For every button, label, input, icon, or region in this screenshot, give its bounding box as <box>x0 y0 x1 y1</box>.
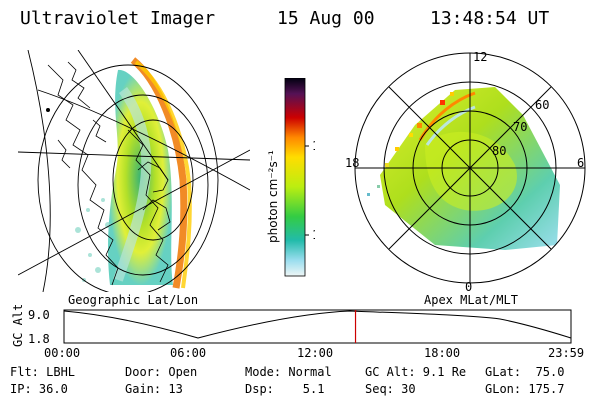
altitude-plot: 9.0 1.8 GC Alt 00:00 06:00 12:00 18:00 2… <box>11 305 584 360</box>
info-flt: Flt: LBHL <box>10 365 76 379</box>
mlat-label-70: 70 <box>513 120 527 134</box>
info-glon: GLon: 175.7 <box>485 382 565 396</box>
info-door: Door: Open <box>125 365 198 379</box>
info-seq: Seq: 30 <box>365 382 416 396</box>
altitude-curve <box>63 310 572 339</box>
geographic-panel-label: Geographic Lat/Lon <box>68 293 199 307</box>
mlat-label-80: 80 <box>492 144 506 158</box>
info-mode: Mode: Normal <box>245 365 332 379</box>
info-gc-alt: GC Alt: 9.1 Re <box>365 365 467 379</box>
colorbar-gradient <box>284 78 306 277</box>
mlt-label-0: 0 <box>465 280 472 293</box>
time-label: 13:48:54 UT <box>430 8 550 29</box>
date-label: 15 Aug 00 <box>277 8 375 29</box>
mlt-label-18: 18 <box>345 156 359 170</box>
alt-y-tick-low: 1.8 <box>28 332 50 346</box>
info-glat: GLat: 75.0 <box>485 365 565 379</box>
info-ip: IP: 36.0 <box>10 382 68 396</box>
alt-x-tick-0: 00:00 <box>44 346 80 360</box>
mlt-label-12: 12 <box>473 50 487 64</box>
alt-x-tick-4: 23:59 <box>548 346 584 360</box>
colorbar: 100 10 photon cm⁻²s⁻¹ <box>266 78 315 277</box>
geographic-map-panel <box>18 50 250 292</box>
colorbar-unit-label: photon cm⁻²s⁻¹ <box>266 150 280 243</box>
apex-panel-label: Apex MLat/MLT <box>424 293 518 307</box>
colorbar-tick-100: 100 <box>312 139 315 153</box>
alt-x-tick-3: 18:00 <box>424 346 460 360</box>
info-gain: Gain: 13 <box>125 382 183 396</box>
alt-x-tick-2: 12:00 <box>297 346 333 360</box>
alt-y-tick-high: 9.0 <box>28 308 50 322</box>
polar-mlat-mlt-panel: 12 18 6 0 60 70 80 <box>345 50 586 293</box>
alt-y-axis-label: GC Alt <box>11 305 25 347</box>
colorbar-tick-10: 10 <box>312 228 315 242</box>
instrument-title: Ultraviolet Imager <box>20 8 216 29</box>
mlat-label-60: 60 <box>535 98 549 112</box>
info-dsp: Dsp: 5.1 <box>245 382 325 396</box>
alt-x-tick-1: 06:00 <box>170 346 206 360</box>
altitude-plot-frame <box>63 309 572 344</box>
mlt-label-6: 6 <box>577 156 584 170</box>
